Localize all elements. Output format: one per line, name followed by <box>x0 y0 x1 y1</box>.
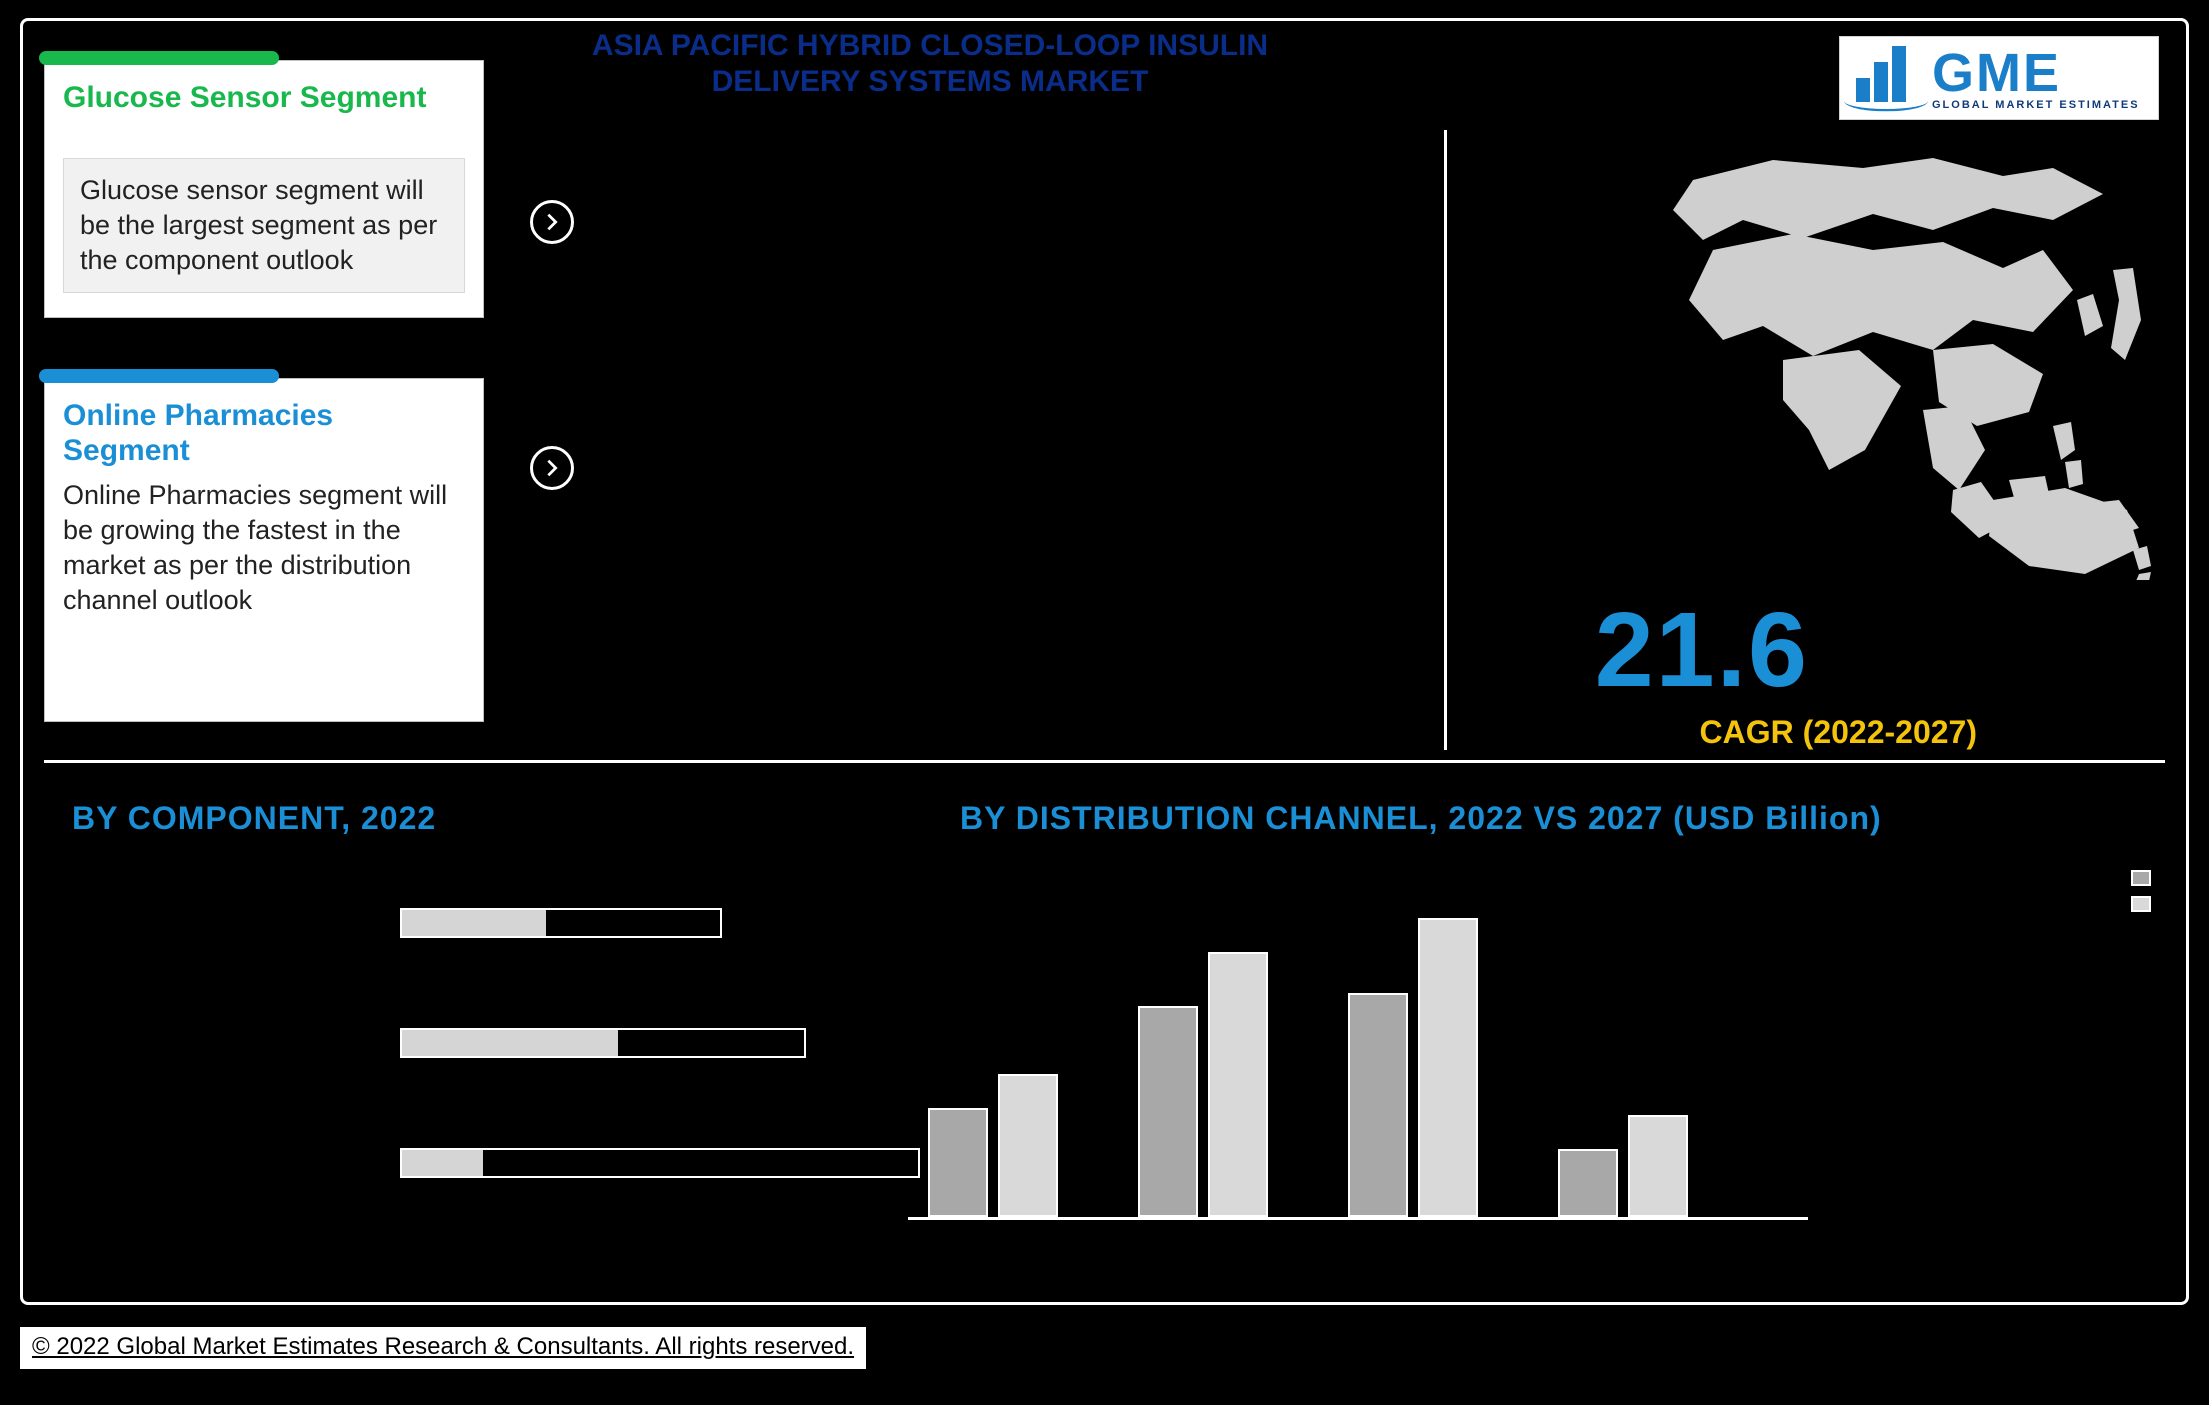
vertical-divider <box>1444 130 1447 750</box>
asia-pacific-map-icon <box>1633 150 2153 580</box>
horizontal-divider <box>44 760 2165 763</box>
card-accent-bar <box>39 51 279 65</box>
brand-logo: GME GLOBAL MARKET ESTIMATES <box>1839 36 2159 120</box>
hbar-row <box>400 1010 920 1070</box>
distribution-bar-chart <box>908 860 1808 1240</box>
legend-swatch <box>2131 870 2151 886</box>
page-title: ASIA PACIFIC HYBRID CLOSED-LOOP INSULIN … <box>540 28 1320 100</box>
infographic-canvas: ASIA PACIFIC HYBRID CLOSED-LOOP INSULIN … <box>0 0 2209 1405</box>
legend-item <box>2131 896 2161 912</box>
bar <box>1208 952 1268 1217</box>
logo-acronym: GME <box>1932 46 2140 100</box>
bar-group <box>1138 952 1268 1217</box>
bar <box>1348 993 1408 1217</box>
bar <box>1558 1149 1618 1217</box>
bar-group <box>1558 1115 1688 1217</box>
logo-subtext: GLOBAL MARKET ESTIMATES <box>1932 100 2140 111</box>
cagr-label: CAGR (2022-2027) <box>1700 714 1977 751</box>
component-chart-title: BY COMPONENT, 2022 <box>72 800 436 837</box>
legend-item <box>2131 870 2161 886</box>
bar <box>1418 918 1478 1217</box>
cagr-value: 21.6 <box>1595 590 1809 711</box>
card-body-box: Glucose sensor segment will be the large… <box>63 158 465 293</box>
chart-x-axis <box>908 1217 1808 1220</box>
chart-legend <box>2131 870 2161 912</box>
hbar-fill <box>400 1148 483 1178</box>
bar <box>1138 1006 1198 1217</box>
logo-text: GME GLOBAL MARKET ESTIMATES <box>1932 46 2140 111</box>
hbar-fill <box>400 1028 618 1058</box>
card-accent-bar <box>39 369 279 383</box>
hbar-row <box>400 1130 920 1190</box>
highlight-card-glucose: Glucose Sensor Segment Glucose sensor se… <box>44 60 484 318</box>
copyright-notice: © 2022 Global Market Estimates Research … <box>20 1327 866 1369</box>
legend-swatch <box>2131 896 2151 912</box>
arrow-right-icon <box>530 200 574 244</box>
bar <box>998 1074 1058 1217</box>
logo-mark-icon <box>1850 46 1922 110</box>
card-title: Glucose Sensor Segment <box>63 81 465 116</box>
component-bar-chart <box>400 890 920 1230</box>
highlight-card-online-pharmacies: Online Pharmacies Segment Online Pharmac… <box>44 378 484 722</box>
bar-group <box>928 1074 1058 1217</box>
hbar-row <box>400 890 920 950</box>
bar <box>1628 1115 1688 1217</box>
card-body-text: Glucose sensor segment will be the large… <box>80 173 448 278</box>
bar-group <box>1348 918 1478 1217</box>
hbar-fill <box>400 908 546 938</box>
bar <box>928 1108 988 1217</box>
card-body-text: Online Pharmacies segment will be growin… <box>63 478 465 618</box>
card-title: Online Pharmacies Segment <box>63 399 465 468</box>
distribution-chart-title: BY DISTRIBUTION CHANNEL, 2022 VS 2027 (U… <box>960 800 1882 837</box>
arrow-right-icon <box>530 446 574 490</box>
